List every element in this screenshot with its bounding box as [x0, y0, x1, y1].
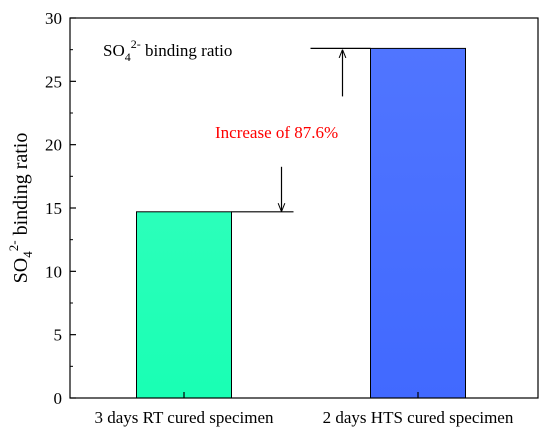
y-tick-label: 0: [54, 389, 63, 408]
y-tick-label: 15: [45, 199, 62, 218]
y-tick-label: 10: [45, 262, 62, 281]
legend-label: SO42- binding ratio: [103, 37, 232, 64]
bar-2: [370, 47, 466, 399]
increase-annotation: Increase of 87.6%: [215, 123, 338, 142]
x-tick-label: 3 days RT cured specimen: [94, 408, 274, 427]
x-tick-label: 2 days HTS cured specimen: [323, 408, 514, 427]
y-tick-label: 30: [45, 9, 62, 28]
bar-1: [136, 211, 232, 399]
y-axis-label: SO42- binding ratio: [6, 133, 35, 284]
y-tick-label: 5: [54, 326, 63, 345]
y-tick-label: 20: [45, 136, 62, 155]
y-tick-label: 25: [45, 72, 62, 91]
